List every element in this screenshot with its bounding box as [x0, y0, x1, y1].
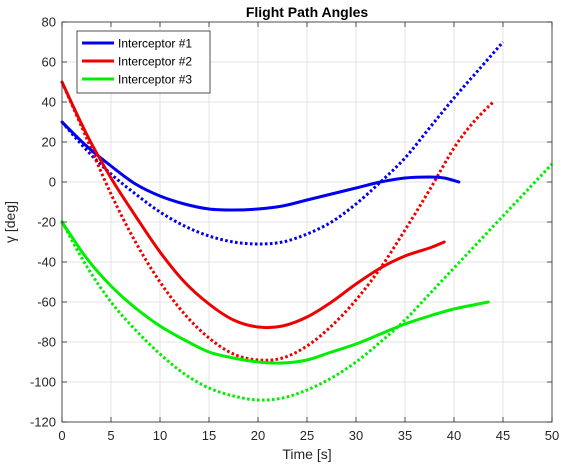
dotted-series-line-5 [60, 162, 554, 402]
y-tick-label: -80 [37, 335, 56, 350]
x-tick-label: 30 [349, 428, 363, 443]
solid-series-line-1 [60, 80, 446, 330]
x-tick-label: 35 [398, 428, 412, 443]
chart-title: Flight Path Angles [246, 4, 369, 20]
legend-items: Interceptor #1 Interceptor #2 Interceptor … [82, 37, 192, 87]
y-tick-label: 20 [42, 135, 56, 150]
y-tick-label: -20 [37, 215, 56, 230]
x-tick-label: 25 [300, 428, 314, 443]
series-layer [60, 41, 554, 402]
solid-series-line-2 [60, 220, 490, 365]
dotted-series-line-4 [60, 81, 495, 362]
y-tick-label: -120 [30, 415, 56, 430]
y-axis-label: γ [deg] [2, 201, 18, 243]
legend-label: Interceptor #3 [118, 73, 192, 87]
dotted-series-line-3 [60, 41, 505, 246]
x-tick-label: 40 [447, 428, 461, 443]
x-tick-label: 0 [58, 428, 65, 443]
x-tick-label: 15 [202, 428, 216, 443]
legend: Interceptor #1 Interceptor #2 Interceptor … [76, 30, 211, 94]
y-tick-label: 0 [49, 175, 56, 190]
y-tick-label: -40 [37, 255, 56, 270]
x-tick-label: 10 [153, 428, 167, 443]
legend-label: Interceptor #2 [118, 55, 192, 69]
x-tick-label: 5 [107, 428, 114, 443]
legend-label: Interceptor #1 [118, 37, 192, 51]
tick-layer: 0 5 10 15 20 25 30 35 40 45 50 -120 -100 -80 -60 -40 -20… [30, 15, 559, 444]
solid-series-line-0 [60, 120, 461, 212]
x-tick-label: 45 [496, 428, 510, 443]
y-tick-label: 40 [42, 95, 56, 110]
x-axis-label: Time [s] [282, 446, 331, 462]
y-tick-label: 60 [42, 55, 56, 70]
x-tick-label: 20 [251, 428, 265, 443]
x-tick-label: 50 [545, 428, 559, 443]
y-tick-label: -60 [37, 295, 56, 310]
y-tick-label: -100 [30, 375, 56, 390]
y-tick-label: 80 [42, 15, 56, 30]
